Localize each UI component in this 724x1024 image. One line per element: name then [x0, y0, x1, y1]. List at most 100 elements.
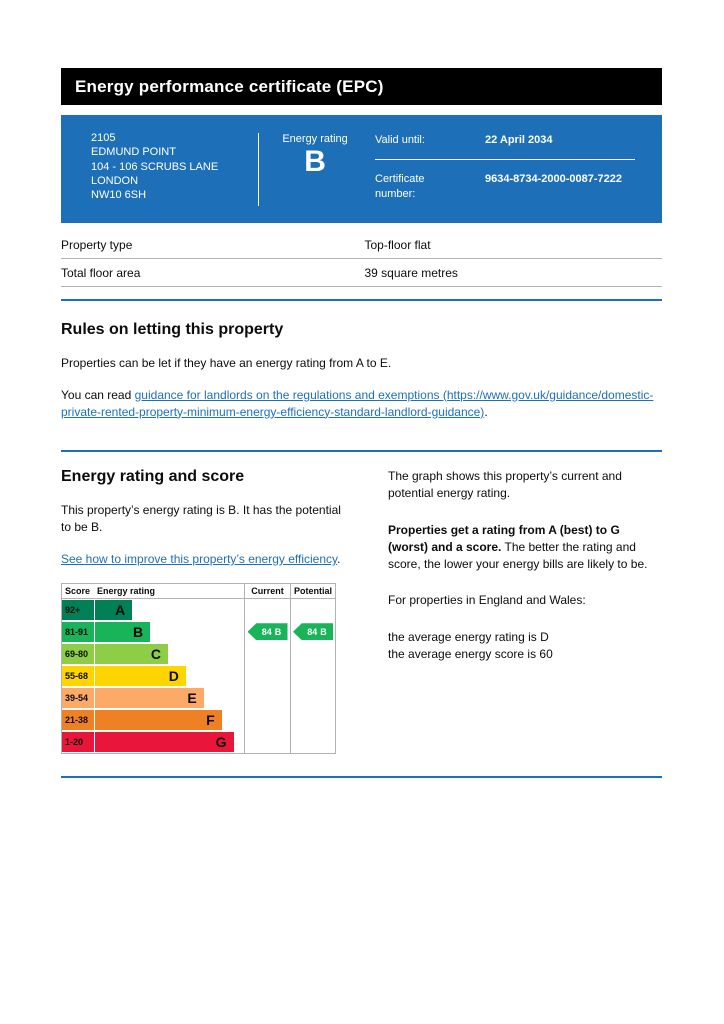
band-score-B: 81-91	[62, 621, 94, 642]
energy-rating-label: Energy rating	[282, 133, 348, 145]
section-divider	[61, 450, 662, 453]
current-cell-C	[244, 642, 290, 665]
graph-intro: The graph shows this property’s current …	[388, 469, 622, 501]
rating-score-right-column: The graph shows this property’s current …	[341, 468, 662, 753]
summary-box: 2105 EDMUND POINT 104 - 106 SCRUBS LANE …	[61, 115, 662, 223]
address-line: 2105	[91, 132, 116, 144]
potential-cell-A	[290, 598, 335, 621]
current-cell-G	[244, 730, 290, 753]
valid-until-row: Valid until: 22 April 2034	[375, 133, 635, 147]
score-column-header: Score	[65, 585, 91, 596]
property-type-value: Top-floor flat	[364, 238, 431, 252]
current-cell-B: 84 B	[244, 620, 290, 643]
validity-divider	[375, 159, 635, 161]
epc-chart-header: Score Energy rating Current Potential	[62, 583, 335, 599]
epc-band-row-E: 39-54 E	[62, 686, 335, 709]
floor-area-value: 39 square metres	[364, 266, 458, 280]
rules-heading: Rules on letting this property	[61, 321, 284, 338]
certificate-number-value: 9634-8734-2000-0087-7222	[485, 173, 623, 186]
certificate-number-label: Certificate number:	[375, 173, 425, 200]
band-letter-F: F	[206, 711, 215, 728]
band-bar-B: B	[95, 621, 151, 642]
rules-section: Rules on letting this property Propertie…	[61, 321, 662, 420]
property-type-label: Property type	[61, 238, 133, 252]
potential-cell-B: 84 B	[290, 620, 335, 643]
energy-rating-block: Energy rating B	[273, 131, 357, 208]
potential-cell-C	[290, 642, 335, 665]
epc-band-rows: 92+ A 81-91 B 84 B 84 B 69-80 C 55-68 D 39-54 E 21-38 F…	[62, 598, 335, 753]
band-bar-G: G	[95, 731, 234, 752]
current-column-header: Current	[244, 583, 290, 598]
validity-block: Valid until: 22 April 2034 Certificate n…	[357, 131, 635, 208]
band-bar-D: D	[95, 665, 186, 686]
average-rating-line: the average energy rating is D	[388, 630, 549, 645]
band-letter-D: D	[168, 667, 179, 684]
potential-rating-arrow: 84 B	[293, 623, 333, 641]
epc-rating-chart: Score Energy rating Current Potential 92…	[61, 582, 336, 754]
band-letter-A: A	[115, 601, 126, 618]
valid-until-value: 22 April 2034	[485, 134, 553, 146]
potential-cell-D	[290, 664, 335, 687]
band-score-F: 21-38	[62, 709, 94, 730]
summary-divider	[258, 133, 260, 206]
current-cell-F	[244, 708, 290, 731]
improve-paragraph: See how to improve this property’s energ…	[61, 551, 341, 568]
property-details-table: Property type Top-floor flat Total floor…	[61, 231, 662, 287]
improve-efficiency-link[interactable]: See how to improve this property’s energ…	[61, 551, 338, 566]
energy-rating-column-header: Energy rating	[97, 585, 156, 596]
energy-rating-letter: B	[304, 145, 326, 178]
rating-score-section: Energy rating and score This property’s …	[61, 468, 662, 754]
address-line: NW10 6SH	[91, 189, 147, 202]
potential-cell-F	[290, 708, 335, 731]
improve-suffix: .	[337, 551, 341, 566]
current-cell-A	[244, 598, 290, 621]
band-score-G: 1-20	[62, 731, 94, 752]
band-bar-E: E	[95, 687, 204, 708]
band-letter-G: G	[215, 733, 227, 750]
epc-band-row-D: 55-68 D	[62, 664, 335, 687]
band-letter-B: B	[133, 623, 144, 640]
address-line: EDMUND POINT	[91, 146, 176, 159]
section-divider	[61, 775, 662, 778]
band-score-D: 55-68	[62, 665, 94, 686]
rating-score-left-column: Energy rating and score This property’s …	[61, 468, 341, 754]
potential-cell-E	[290, 686, 335, 709]
band-bar-C: C	[95, 643, 168, 664]
epc-band-row-G: 1-20 G	[62, 730, 335, 753]
floor-area-label: Total floor area	[61, 266, 141, 280]
epc-band-row-C: 69-80 C	[62, 642, 335, 665]
address-line: 104 - 106 SCRUBS LANE	[91, 160, 219, 173]
band-score-A: 92+	[62, 599, 94, 620]
section-divider	[61, 299, 662, 301]
epc-band-row-F: 21-38 F	[62, 708, 335, 731]
landlord-guidance-link[interactable]: guidance for landlords on the regulation…	[61, 387, 654, 419]
rules-guidance-paragraph: You can read guidance for landlords on t…	[61, 387, 662, 421]
band-score-E: 39-54	[62, 687, 94, 708]
valid-until-label: Valid until:	[375, 134, 425, 146]
rating-explanation-bold: Properties get a rating from A (best) to…	[388, 522, 620, 554]
current-cell-E	[244, 686, 290, 709]
band-bar-F: F	[95, 709, 222, 730]
epc-band-row-A: 92+ A	[62, 598, 335, 621]
average-score-line: the average energy score is 60	[388, 646, 553, 661]
rating-explanation-rest: The better the rating and score, the low…	[388, 539, 648, 571]
potential-column-header: Potential	[290, 583, 335, 598]
certificate-number-row: Certificate number: 9634-8734-2000-0087-…	[375, 172, 635, 201]
band-bar-A: A	[95, 599, 133, 620]
guidance-prefix: You can read	[61, 387, 135, 402]
rating-score-heading: Energy rating and score	[61, 468, 245, 486]
document-title: Energy performance certificate (EPC)	[61, 68, 662, 105]
england-wales-line: For properties in England and Wales:	[388, 593, 586, 608]
band-letter-C: C	[150, 645, 161, 662]
table-row: Property type Top-floor flat	[61, 231, 662, 259]
current-rating-arrow: 84 B	[247, 623, 288, 641]
potential-cell-G	[290, 730, 335, 753]
epc-band-row-B: 81-91 B 84 B 84 B	[62, 620, 335, 643]
address-line: LONDON	[91, 174, 139, 187]
band-letter-E: E	[187, 689, 197, 706]
current-cell-D	[244, 664, 290, 687]
epc-document: Energy performance certificate (EPC) 210…	[61, 68, 662, 778]
property-address: 2105 EDMUND POINT 104 - 106 SCRUBS LANE …	[91, 131, 244, 208]
table-row: Total floor area 39 square metres	[61, 259, 662, 287]
rating-explanation: Properties get a rating from A (best) to…	[388, 522, 662, 572]
